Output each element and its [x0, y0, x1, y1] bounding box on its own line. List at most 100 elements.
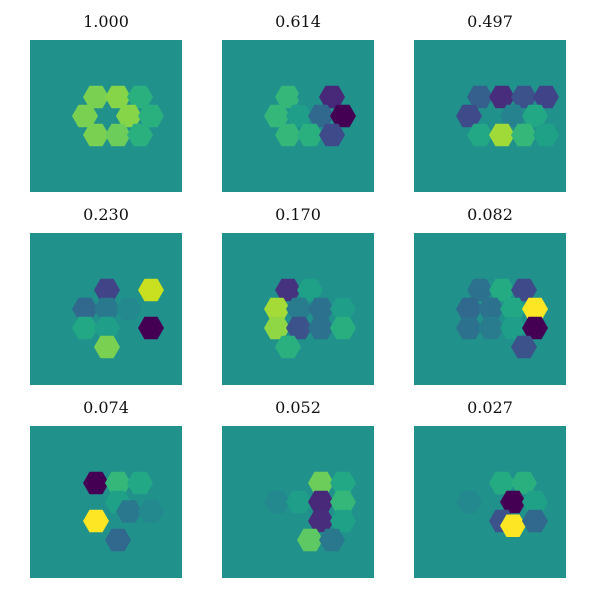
hex-cell [264, 297, 290, 321]
panel-title: 0.082 [467, 205, 513, 224]
hex-cell [511, 123, 537, 147]
hex-cell [533, 123, 559, 147]
panel-title: 0.052 [275, 398, 321, 417]
hex-cell [511, 335, 537, 359]
panel-title: 0.027 [467, 398, 513, 417]
hex-cell [105, 528, 131, 552]
hex-cell [319, 85, 345, 109]
hex-cell [116, 104, 142, 128]
hex-cell [116, 297, 142, 321]
panel-title: 0.074 [83, 398, 129, 417]
panel-6: 0.082 [414, 205, 566, 385]
hex-cell [308, 297, 334, 321]
hex-cell [264, 316, 290, 340]
hex-cell [308, 509, 334, 533]
hex-cell [138, 104, 164, 128]
hex-cell [308, 104, 334, 128]
hex-cell [83, 85, 109, 109]
hex-cell [308, 316, 334, 340]
hex-cell [138, 278, 164, 302]
hex-cell [522, 490, 548, 514]
panel-9: 0.027 [414, 398, 566, 578]
hex-cell [116, 500, 142, 523]
hex-cell [264, 490, 290, 514]
hex-cell [127, 85, 153, 109]
panel-title: 0.614 [275, 12, 321, 31]
hex-cell [94, 316, 120, 340]
panel-title: 0.497 [467, 12, 513, 31]
hex-cell [297, 528, 323, 552]
panel-2: 0.614 [222, 12, 374, 192]
hex-cell [478, 297, 504, 321]
hex-cell [489, 471, 515, 495]
hex-cell [489, 123, 515, 147]
hex-cell [286, 490, 312, 514]
hex-cell [83, 509, 109, 533]
hex-cell [319, 528, 345, 552]
panel-title: 0.170 [275, 205, 321, 224]
hex-cell [308, 471, 334, 495]
hex-cell [297, 278, 323, 302]
hex-cell [105, 123, 131, 147]
hex-cell [308, 490, 334, 514]
panel-1: 1.000 [30, 12, 182, 192]
panel-8: 0.052 [222, 398, 374, 578]
hex-cell [275, 123, 301, 147]
panel-title: 1.000 [83, 12, 129, 31]
hex-cell [275, 335, 301, 359]
hex-cell [138, 500, 164, 523]
hex-cell [94, 335, 120, 359]
hex-cell [319, 123, 345, 147]
hex-cell [286, 316, 312, 340]
hex-cell [330, 316, 356, 340]
hex-cell [456, 297, 482, 321]
hex-cell [467, 123, 493, 147]
hex-cell [330, 471, 356, 495]
hex-cell [522, 509, 548, 533]
hex-cell [138, 316, 164, 340]
hex-cell [127, 471, 153, 495]
hex-cell [500, 514, 526, 538]
hex-cell [511, 85, 537, 109]
hex-cell [456, 316, 482, 340]
hex-cell [72, 297, 98, 321]
panel-title: 0.230 [83, 205, 129, 224]
hex-cell [489, 85, 515, 109]
hex-cell [72, 316, 98, 340]
hex-cell [297, 123, 323, 147]
hex-cell [286, 104, 312, 128]
hex-cell [72, 104, 98, 128]
panel-4: 0.230 [30, 205, 182, 385]
hex-cell [105, 471, 131, 495]
hex-cell [511, 278, 537, 302]
hex-cell [127, 123, 153, 147]
hex-cell [467, 278, 493, 302]
hex-cell [467, 85, 493, 109]
hex-cell [330, 104, 356, 128]
hex-cell [522, 297, 548, 321]
panel-3: 0.497 [414, 12, 566, 192]
hex-cell [478, 316, 504, 340]
hex-cell [286, 297, 312, 321]
hex-cell [297, 85, 323, 109]
hex-cell [500, 490, 526, 514]
hex-cell [533, 85, 559, 109]
hex-cell [264, 104, 290, 128]
hex-cell [500, 104, 526, 128]
hex-cell [456, 490, 482, 514]
hex-cell [500, 316, 526, 340]
hex-cell [330, 297, 356, 321]
hex-cell [275, 278, 301, 302]
hex-cell [330, 509, 356, 533]
hex-cell [489, 278, 515, 302]
hex-cell [330, 490, 356, 514]
panel-7: 0.074 [30, 398, 182, 578]
hex-cell [105, 85, 131, 109]
hex-cell [456, 104, 482, 128]
panel-5: 0.170 [222, 205, 374, 385]
hex-cell [522, 316, 548, 340]
hex-cell [511, 471, 537, 495]
hex-cell [500, 297, 526, 321]
hex-cell [83, 123, 109, 147]
